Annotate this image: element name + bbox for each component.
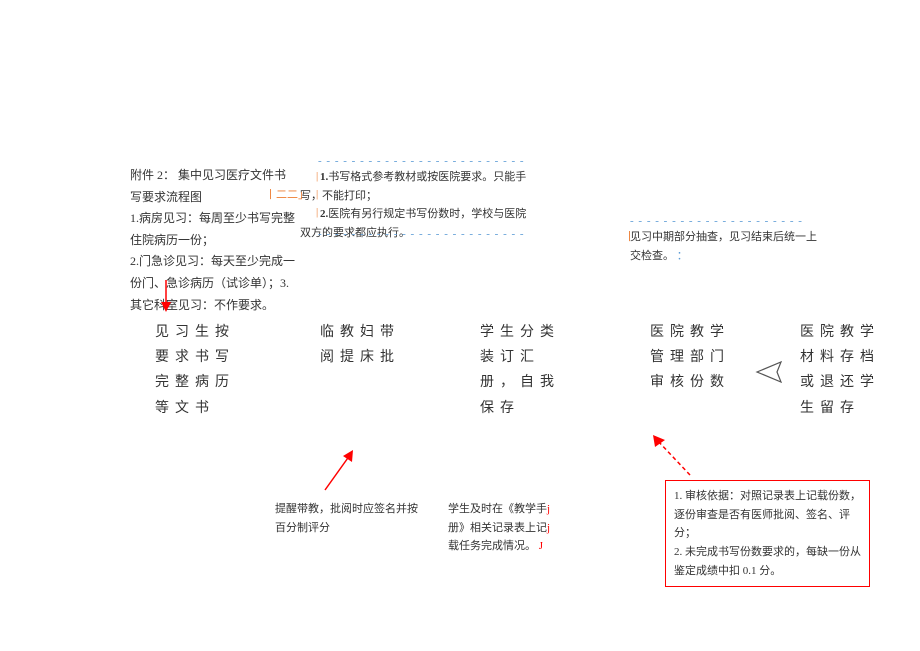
right-check-box: 1. 审核依据：对照记录表上记载份数，逐份审查是否有医师批阅、签名、评分； 2.… xyxy=(665,480,870,587)
colon-marker: ： xyxy=(677,250,688,262)
flow-node-2: 临教妇带阅提床批 xyxy=(320,320,400,370)
title-line1: 1.病房见习：每周至少书写完整住院病历一份； xyxy=(130,208,295,251)
b2-l2: 册》相关记录表上记j xyxy=(448,519,593,538)
note-top-right: 丨 见习中期部分抽查，见习结束后统一上交检查。 ： xyxy=(630,228,820,265)
orange-bar-left: | xyxy=(316,170,318,182)
arrow-diag-1 xyxy=(320,445,360,495)
sep-top-right-upper: - - - - - - - - - - - - - - - - - - - - … xyxy=(630,215,803,227)
title-line2: 2.门急诊见习：每天至少完成一份门、急诊病历（试诊单）；3.其它科室见习：不作要… xyxy=(130,251,295,316)
red-j-2: j xyxy=(547,522,550,534)
b2-l1: 学生及时在《教学手j xyxy=(448,500,593,519)
bottom-note-2: 学生及时在《教学手j 册》相关记录表上记j 载任务完成情况。 J xyxy=(448,500,593,556)
arrow-diag-2 xyxy=(645,430,700,480)
orange-bar-left2: | xyxy=(316,188,318,200)
rb-l2: 2. 未完成书写份数要求的，每缺一份从鉴定成绩中扣 0.1 分。 xyxy=(674,543,861,580)
orange-bar-r: 丨 xyxy=(624,228,635,247)
b2-l3: 载任务完成情况。 J xyxy=(448,537,593,556)
rb-l1: 1. 审核依据：对照记录表上记载份数，逐份审查是否有医师批阅、签名、评分； xyxy=(674,487,861,543)
orange-bar-left3: | xyxy=(316,206,318,218)
note-c-line1: 1.书写格式参考教材或按医院要求。只能手写，不能打印； xyxy=(300,168,530,205)
flow-node-1: 见习生按要求书写完整病历等文书 xyxy=(155,320,235,421)
arrow-4-to-5 xyxy=(755,360,793,384)
orange-prefix: 丨二二」 xyxy=(265,186,309,205)
red-j-1: j xyxy=(547,503,550,515)
sep-top-center-upper: - - - - - - - - - - - - - - - - - - - - … xyxy=(318,155,525,167)
sep-top-center-lower: - - - - - - - - - - - - - - - - - - - - … xyxy=(318,228,525,240)
bottom-note-1: 提醒带教，批阅时应签名并按百分制评分 xyxy=(275,500,425,537)
flow-node-5: 医院教学材料存档或退还学生留存 xyxy=(800,320,880,421)
flow-node-4: 医院教学管理部门审核份数 xyxy=(650,320,730,396)
red-j-3: J xyxy=(536,540,543,552)
flow-node-3: 学生分类装订汇册，自我保存 xyxy=(480,320,560,421)
arrow-title-down xyxy=(156,280,176,315)
